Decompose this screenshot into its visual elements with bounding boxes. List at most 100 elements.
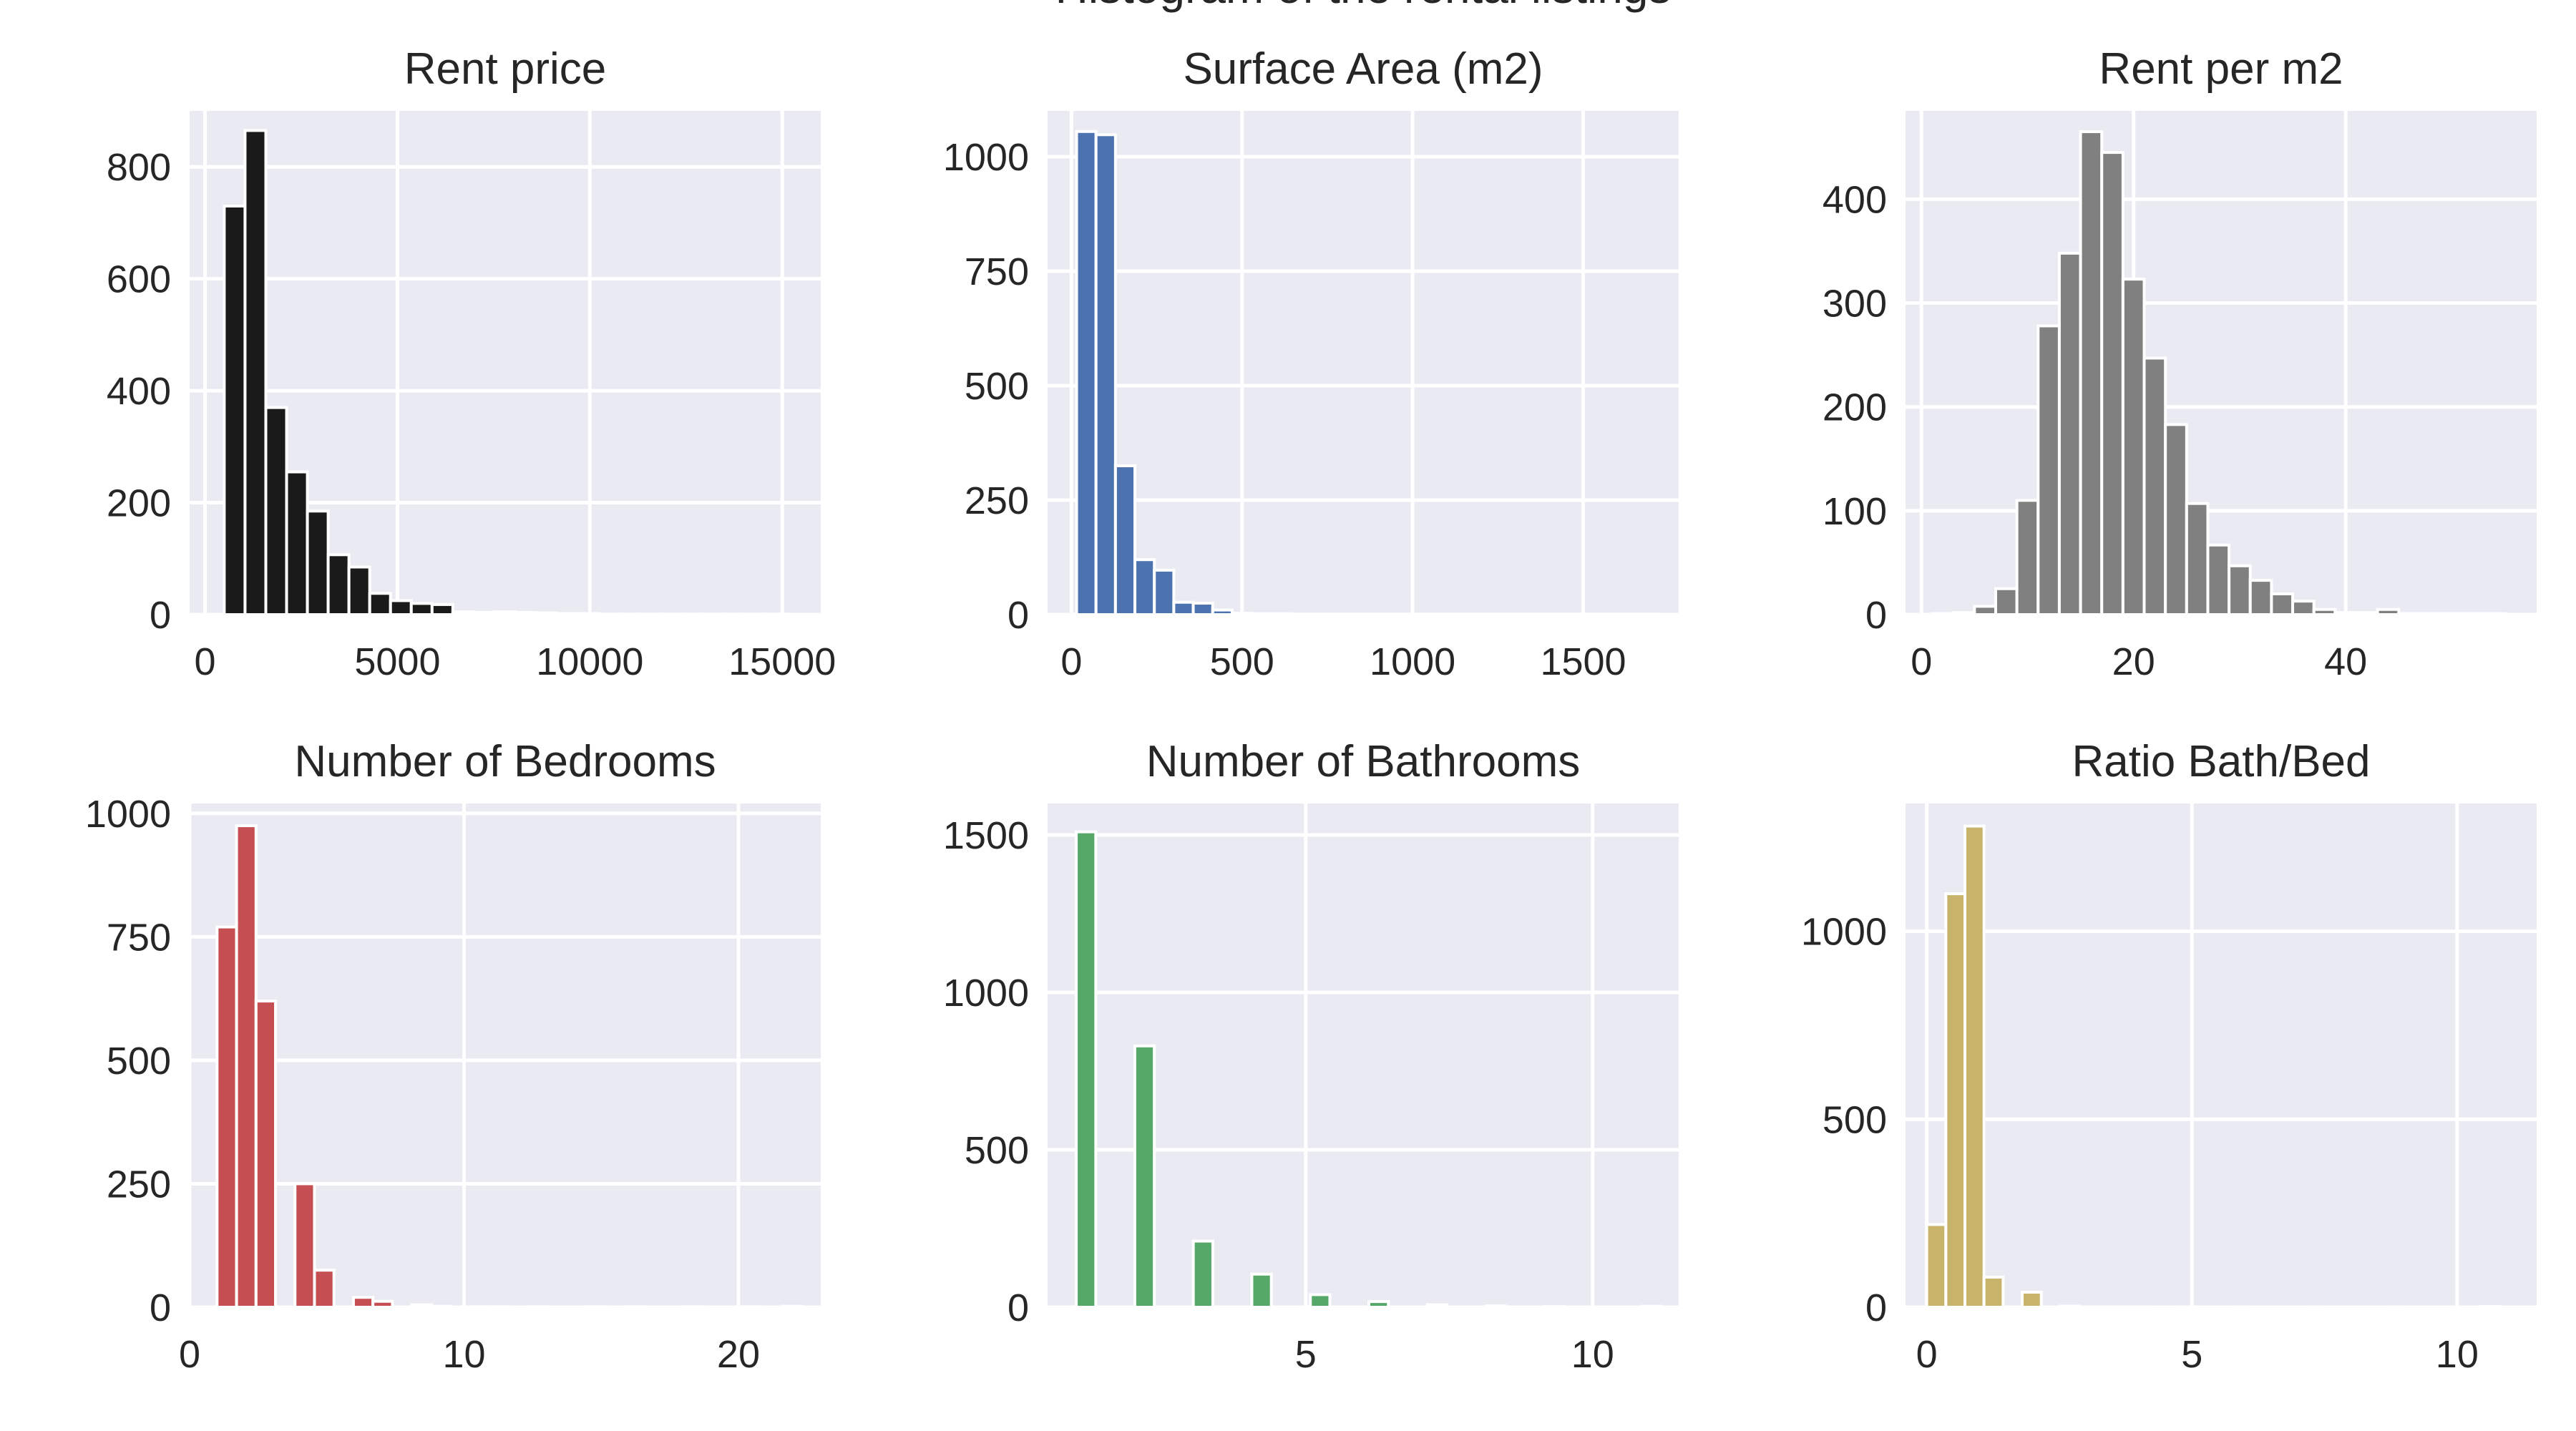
- histogram-bar: [1483, 612, 1506, 617]
- histogram-bar: [1581, 612, 1604, 617]
- histogram-bar: [2142, 356, 2167, 616]
- histogram-bar: [1250, 1272, 1273, 1309]
- y-tick-label: 0: [1865, 1286, 1887, 1329]
- histogram-bar: [721, 612, 746, 617]
- histogram-bar: [472, 610, 496, 616]
- histogram-bar: [215, 925, 238, 1309]
- y-tick-label: 1000: [85, 793, 171, 836]
- histogram-bar: [2333, 611, 2358, 617]
- histogram-bar: [1619, 612, 1642, 617]
- y-tick-label: 750: [965, 250, 1029, 293]
- histogram-bar: [2206, 543, 2231, 617]
- histogram-bar: [513, 610, 538, 616]
- x-tick-label: 40: [2324, 640, 2367, 683]
- histogram-bar: [371, 1299, 394, 1309]
- histogram-bar: [389, 599, 413, 617]
- histogram-bar: [2312, 607, 2337, 616]
- subplot-title: Rent price: [404, 44, 607, 94]
- histogram-bar: [1944, 892, 1967, 1309]
- y-tick-label: 1000: [943, 136, 1029, 179]
- histogram-bar: [1425, 1303, 1449, 1309]
- histogram-bar: [1541, 612, 1564, 617]
- plot-background: [1048, 111, 1679, 615]
- histogram-bar: [409, 602, 434, 616]
- histogram-bar: [1484, 1304, 1507, 1309]
- histogram-bar: [2059, 1304, 2082, 1309]
- y-tick-label: 0: [1008, 1286, 1029, 1329]
- y-tick-label: 0: [1865, 594, 1887, 637]
- histogram-bar: [1951, 611, 1976, 617]
- histogram-bar: [492, 610, 517, 616]
- histogram-bar: [2185, 502, 2210, 616]
- subplot-4: 0 250 500 750 1000 0 10 20 Number of Bedrooms: [85, 737, 821, 1376]
- y-tick-label: 1500: [943, 814, 1029, 857]
- histogram-bar: [1600, 612, 1623, 617]
- x-tick-label: 500: [1210, 640, 1274, 683]
- x-tick-label: 0: [1060, 640, 1082, 683]
- x-tick-label: 15000: [728, 640, 836, 683]
- histogram-bar: [293, 1182, 316, 1309]
- histogram-bar: [451, 610, 475, 616]
- histogram-bar: [1386, 612, 1409, 617]
- histogram-bar: [1075, 830, 1098, 1309]
- histogram-bar: [2021, 1290, 2043, 1309]
- x-tick-label: 5000: [354, 640, 440, 683]
- x-tick-label: 5: [2181, 1333, 2202, 1376]
- histogram-bar: [2482, 612, 2507, 617]
- y-tick-label: 800: [107, 146, 171, 189]
- histogram-bar: [2228, 564, 2252, 617]
- histogram-bar: [742, 612, 766, 617]
- histogram-bar: [1925, 1223, 1948, 1309]
- histogram-bar: [2461, 612, 2485, 617]
- x-tick-label: 10000: [536, 640, 643, 683]
- histogram-bar: [1133, 1044, 1156, 1309]
- histogram-bar: [2397, 612, 2421, 617]
- histogram-bar: [313, 1269, 336, 1309]
- subplot-3: 0 100 200 300 400 0 20 40 Rent per m2: [1823, 44, 2537, 683]
- subplot-title: Surface Area (m2): [1183, 44, 1543, 94]
- y-tick-label: 300: [1823, 283, 1887, 326]
- plot-background: [190, 804, 821, 1307]
- histogram-bar: [306, 509, 330, 616]
- y-tick-label: 0: [1008, 594, 1029, 637]
- histogram-bar: [351, 1296, 375, 1309]
- histogram-bar: [1094, 133, 1117, 616]
- histogram-bar: [2079, 130, 2104, 616]
- histogram-bar: [2291, 600, 2316, 616]
- histogram-bar: [1994, 587, 2019, 617]
- y-tick-label: 500: [107, 1040, 171, 1083]
- x-tick-label: 1000: [1370, 640, 1455, 683]
- histogram-bar: [1639, 612, 1662, 617]
- histogram-bar: [223, 204, 247, 616]
- histogram-bar: [1982, 1275, 2005, 1309]
- x-tick-label: 0: [179, 1333, 200, 1376]
- histogram-bar: [2439, 612, 2464, 617]
- y-tick-label: 1000: [1801, 911, 1887, 954]
- histogram-bar: [535, 611, 559, 616]
- histogram-bar: [1230, 612, 1254, 617]
- histogram-bar: [680, 612, 704, 617]
- y-tick-label: 250: [965, 479, 1029, 522]
- y-tick-label: 400: [107, 370, 171, 413]
- histogram-bar: [597, 612, 621, 617]
- histogram-bar: [701, 612, 725, 617]
- histogram-bar: [1289, 612, 1312, 617]
- y-tick-label: 250: [107, 1163, 171, 1206]
- x-tick-label: 0: [1911, 640, 1932, 683]
- histogram-bar: [1113, 464, 1137, 616]
- subplot-title: Ratio Bath/Bed: [2072, 737, 2370, 786]
- histogram-bar: [1075, 130, 1098, 617]
- histogram-bar: [576, 612, 600, 616]
- subplot-1: 0 200 400 600 800 0 5000 10000 15000 Rent price: [107, 44, 836, 683]
- plot-background: [1906, 111, 2537, 615]
- histogram-bar: [1308, 612, 1331, 617]
- histogram-bar: [1269, 612, 1292, 616]
- x-tick-label: 10: [1571, 1333, 1614, 1376]
- x-tick-label: 0: [1916, 1333, 1938, 1376]
- y-tick-label: 400: [1823, 178, 1887, 221]
- subplot-title: Number of Bedrooms: [294, 737, 716, 786]
- histogram-bar: [1367, 612, 1390, 617]
- histogram-bar: [1425, 612, 1448, 617]
